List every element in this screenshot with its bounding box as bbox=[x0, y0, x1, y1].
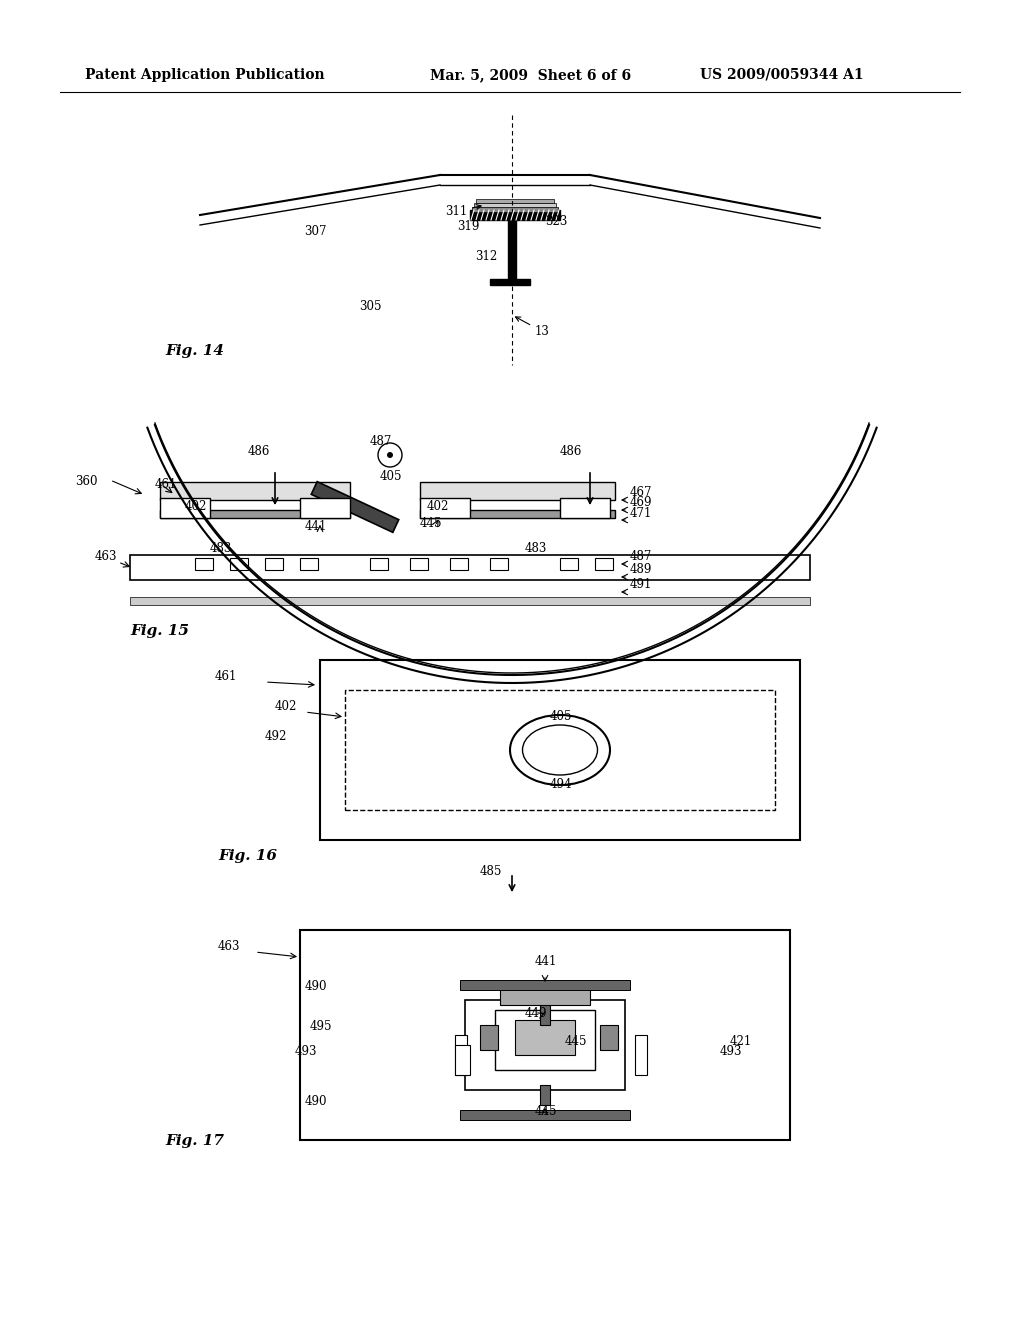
FancyBboxPatch shape bbox=[311, 482, 398, 532]
Bar bbox=[195, 558, 213, 570]
Bar bbox=[300, 558, 318, 570]
Bar bbox=[420, 482, 615, 500]
Bar bbox=[495, 1010, 595, 1071]
Bar bbox=[472, 207, 558, 213]
Text: 402: 402 bbox=[185, 500, 208, 513]
Ellipse shape bbox=[510, 715, 610, 785]
Bar bbox=[420, 498, 470, 517]
Text: 13: 13 bbox=[515, 317, 550, 338]
Text: 489: 489 bbox=[630, 564, 652, 576]
Text: Fig. 16: Fig. 16 bbox=[218, 849, 278, 863]
Text: 449: 449 bbox=[525, 1007, 548, 1020]
Bar bbox=[490, 558, 508, 570]
Bar bbox=[420, 510, 615, 517]
Bar bbox=[515, 1020, 575, 1055]
Bar bbox=[540, 995, 550, 1026]
Text: 491: 491 bbox=[630, 578, 652, 591]
Bar bbox=[595, 558, 613, 570]
Text: 402: 402 bbox=[275, 700, 297, 713]
Bar bbox=[300, 498, 350, 517]
Text: 490: 490 bbox=[305, 979, 328, 993]
Text: Patent Application Publication: Patent Application Publication bbox=[85, 69, 325, 82]
Bar bbox=[300, 931, 790, 1140]
Text: 405: 405 bbox=[550, 710, 572, 723]
Text: 486: 486 bbox=[248, 445, 270, 458]
Text: 485: 485 bbox=[480, 865, 503, 878]
Bar bbox=[455, 1035, 467, 1074]
Text: 323: 323 bbox=[545, 215, 567, 228]
Bar bbox=[476, 199, 554, 203]
Text: 487: 487 bbox=[630, 550, 652, 564]
Text: US 2009/0059344 A1: US 2009/0059344 A1 bbox=[700, 69, 863, 82]
Bar bbox=[470, 210, 560, 220]
Bar bbox=[465, 1001, 625, 1090]
Circle shape bbox=[378, 444, 402, 467]
Text: 307: 307 bbox=[304, 224, 327, 238]
Bar bbox=[455, 1045, 470, 1074]
Text: 463: 463 bbox=[218, 940, 241, 953]
Bar bbox=[130, 554, 810, 579]
Bar bbox=[160, 510, 350, 517]
Text: 421: 421 bbox=[730, 1035, 753, 1048]
Circle shape bbox=[387, 451, 393, 458]
Bar bbox=[490, 279, 530, 285]
Bar bbox=[560, 498, 610, 517]
Bar bbox=[560, 558, 578, 570]
Text: 486: 486 bbox=[560, 445, 583, 458]
Bar bbox=[460, 1110, 630, 1119]
Text: Mar. 5, 2009  Sheet 6 of 6: Mar. 5, 2009 Sheet 6 of 6 bbox=[430, 69, 631, 82]
Text: 319: 319 bbox=[457, 220, 479, 234]
Text: Fig. 17: Fig. 17 bbox=[165, 1134, 224, 1148]
Text: 463: 463 bbox=[95, 550, 118, 564]
Text: 495: 495 bbox=[310, 1020, 333, 1034]
Bar bbox=[500, 985, 590, 1005]
Bar bbox=[635, 1035, 647, 1074]
Bar bbox=[160, 482, 350, 500]
Text: 483: 483 bbox=[210, 543, 232, 554]
Bar bbox=[230, 558, 248, 570]
Text: 441: 441 bbox=[535, 954, 557, 968]
Bar bbox=[450, 558, 468, 570]
Text: 402: 402 bbox=[427, 500, 450, 513]
Text: 492: 492 bbox=[265, 730, 288, 743]
Bar bbox=[160, 498, 210, 517]
Bar bbox=[508, 220, 516, 280]
Bar bbox=[480, 1026, 498, 1049]
Text: 445: 445 bbox=[535, 1105, 557, 1118]
Text: 360: 360 bbox=[75, 475, 97, 488]
Bar bbox=[600, 1026, 618, 1049]
Bar bbox=[370, 558, 388, 570]
Text: 405: 405 bbox=[380, 470, 402, 483]
Text: 441: 441 bbox=[305, 520, 328, 533]
Text: 483: 483 bbox=[525, 543, 548, 554]
Bar bbox=[410, 558, 428, 570]
Bar bbox=[460, 979, 630, 990]
Text: Fig. 15: Fig. 15 bbox=[130, 624, 189, 638]
Text: 445: 445 bbox=[420, 517, 442, 531]
Text: 305: 305 bbox=[358, 300, 381, 313]
Ellipse shape bbox=[522, 725, 597, 775]
Text: 490: 490 bbox=[305, 1096, 328, 1107]
Text: 445: 445 bbox=[565, 1035, 588, 1048]
Text: 487: 487 bbox=[370, 436, 392, 447]
Bar bbox=[130, 597, 810, 605]
Text: 312: 312 bbox=[475, 249, 497, 263]
Text: 469: 469 bbox=[630, 496, 652, 510]
Text: 493: 493 bbox=[295, 1045, 317, 1059]
Bar bbox=[540, 1085, 550, 1105]
Text: 467: 467 bbox=[630, 486, 652, 499]
Text: 493: 493 bbox=[720, 1045, 742, 1059]
Text: 471: 471 bbox=[630, 507, 652, 520]
Text: 461: 461 bbox=[155, 478, 177, 491]
Bar bbox=[345, 690, 775, 810]
Bar bbox=[265, 558, 283, 570]
Text: Fig. 14: Fig. 14 bbox=[165, 345, 224, 358]
Bar bbox=[319, 660, 800, 840]
Bar bbox=[474, 203, 556, 207]
Text: 494: 494 bbox=[550, 777, 572, 791]
Text: 461: 461 bbox=[215, 671, 238, 682]
Text: 311: 311 bbox=[445, 205, 481, 218]
